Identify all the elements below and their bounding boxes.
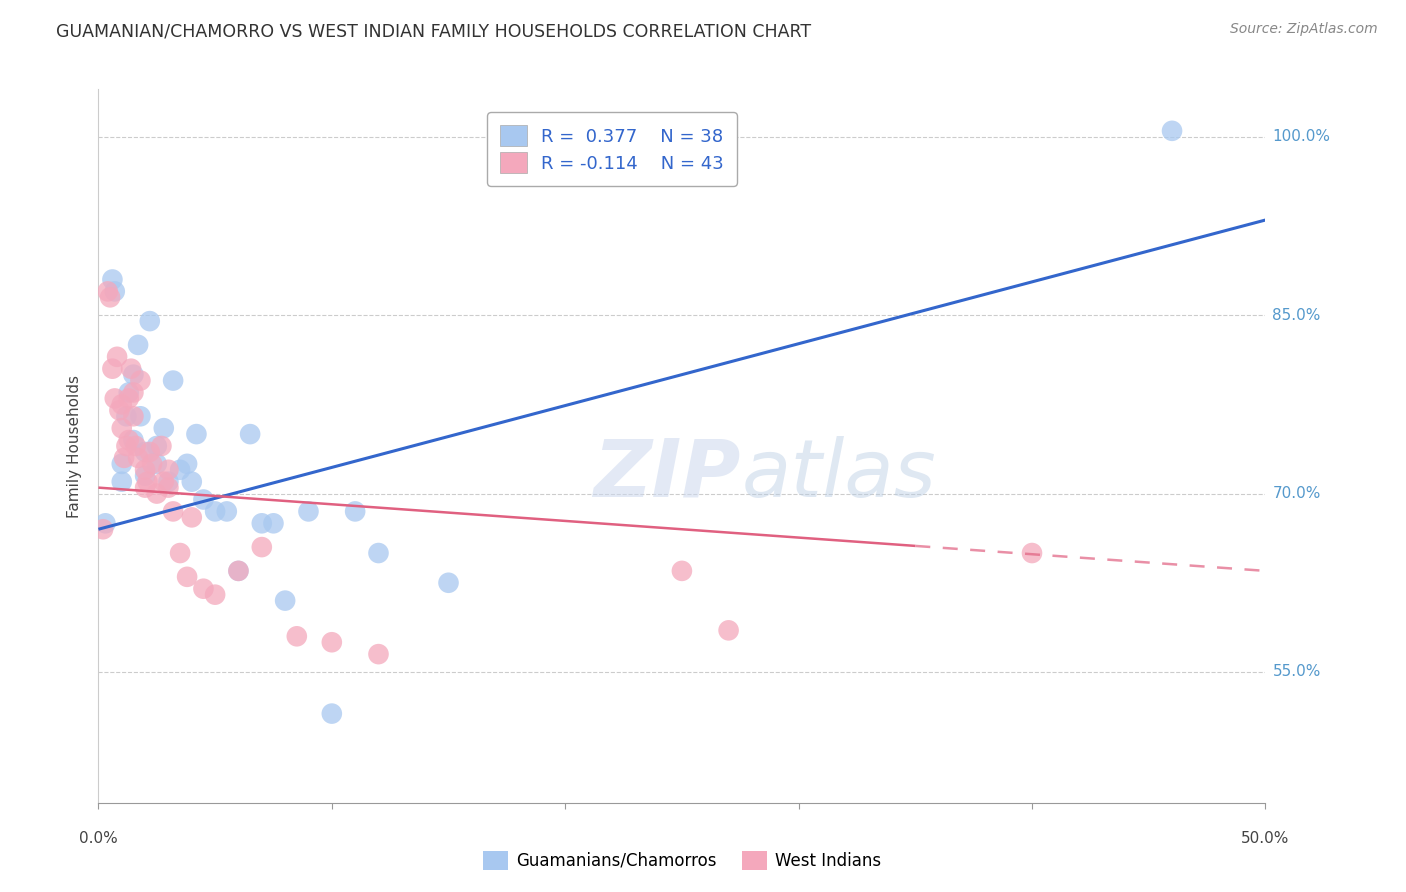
Point <box>104 285 127 299</box>
Point <box>671 118 693 132</box>
Point <box>152 475 174 489</box>
Point <box>101 272 124 286</box>
Point <box>122 409 145 424</box>
Text: 55.0%: 55.0% <box>1272 665 1320 680</box>
Point <box>111 475 134 489</box>
Point <box>118 392 141 406</box>
Point <box>108 403 131 417</box>
Text: ZIP: ZIP <box>593 435 741 514</box>
Point <box>134 481 156 495</box>
Point <box>157 463 180 477</box>
Point <box>141 457 163 471</box>
Point <box>97 285 120 299</box>
Point <box>193 582 215 596</box>
Point <box>129 374 152 388</box>
Point <box>118 433 141 447</box>
Point <box>180 510 202 524</box>
Point <box>274 593 297 607</box>
Point <box>437 575 460 590</box>
Text: 70.0%: 70.0% <box>1272 486 1320 501</box>
Point <box>122 433 145 447</box>
Point <box>139 314 162 328</box>
Point <box>1161 124 1184 138</box>
Text: 85.0%: 85.0% <box>1272 308 1320 323</box>
Point <box>717 624 740 638</box>
Point <box>193 492 215 507</box>
Point <box>115 439 138 453</box>
Point <box>228 564 250 578</box>
Point <box>122 385 145 400</box>
Point <box>157 481 180 495</box>
Point <box>134 468 156 483</box>
Text: 0.0%: 0.0% <box>79 831 118 846</box>
Point <box>285 629 308 643</box>
Point <box>150 439 173 453</box>
Point <box>127 338 149 352</box>
Point <box>139 445 162 459</box>
Point <box>120 361 142 376</box>
Point <box>129 409 152 424</box>
Point <box>91 522 114 536</box>
Text: Source: ZipAtlas.com: Source: ZipAtlas.com <box>1230 22 1378 37</box>
Point <box>111 397 134 411</box>
Point <box>1021 546 1043 560</box>
Point <box>146 486 169 500</box>
Point <box>134 445 156 459</box>
Point <box>122 368 145 382</box>
Point <box>127 450 149 465</box>
Point <box>112 450 135 465</box>
Point <box>671 564 693 578</box>
Point <box>162 374 184 388</box>
Point <box>136 475 159 489</box>
Point <box>186 427 208 442</box>
Point <box>297 504 319 518</box>
Point <box>228 564 250 578</box>
Text: 100.0%: 100.0% <box>1272 129 1330 145</box>
Point <box>125 439 148 453</box>
Point <box>321 635 343 649</box>
Point <box>105 350 128 364</box>
Point <box>111 457 134 471</box>
Point <box>176 570 198 584</box>
Text: GUAMANIAN/CHAMORRO VS WEST INDIAN FAMILY HOUSEHOLDS CORRELATION CHART: GUAMANIAN/CHAMORRO VS WEST INDIAN FAMILY… <box>56 22 811 40</box>
Point <box>152 421 174 435</box>
Point <box>367 647 389 661</box>
Point <box>98 290 121 304</box>
Point <box>115 409 138 424</box>
Point <box>162 504 184 518</box>
Point <box>101 361 124 376</box>
Point <box>146 439 169 453</box>
Point <box>157 475 180 489</box>
Point <box>134 463 156 477</box>
Legend: Guamanians/Chamorros, West Indians: Guamanians/Chamorros, West Indians <box>477 844 887 877</box>
Point <box>169 463 191 477</box>
Point <box>250 540 273 554</box>
Point <box>250 516 273 531</box>
Point <box>146 457 169 471</box>
Point <box>169 546 191 560</box>
Point <box>111 421 134 435</box>
Text: atlas: atlas <box>741 435 936 514</box>
Y-axis label: Family Households: Family Households <box>67 375 83 517</box>
Point <box>321 706 343 721</box>
Point <box>344 504 367 518</box>
Point <box>204 588 226 602</box>
Point <box>176 457 198 471</box>
Point <box>239 427 262 442</box>
Point <box>262 516 284 531</box>
Point <box>215 504 238 518</box>
Text: 50.0%: 50.0% <box>1241 831 1289 846</box>
Point <box>118 385 141 400</box>
Point <box>94 516 117 531</box>
Point <box>180 475 202 489</box>
Point <box>204 504 226 518</box>
Point <box>104 392 127 406</box>
Point <box>367 546 389 560</box>
